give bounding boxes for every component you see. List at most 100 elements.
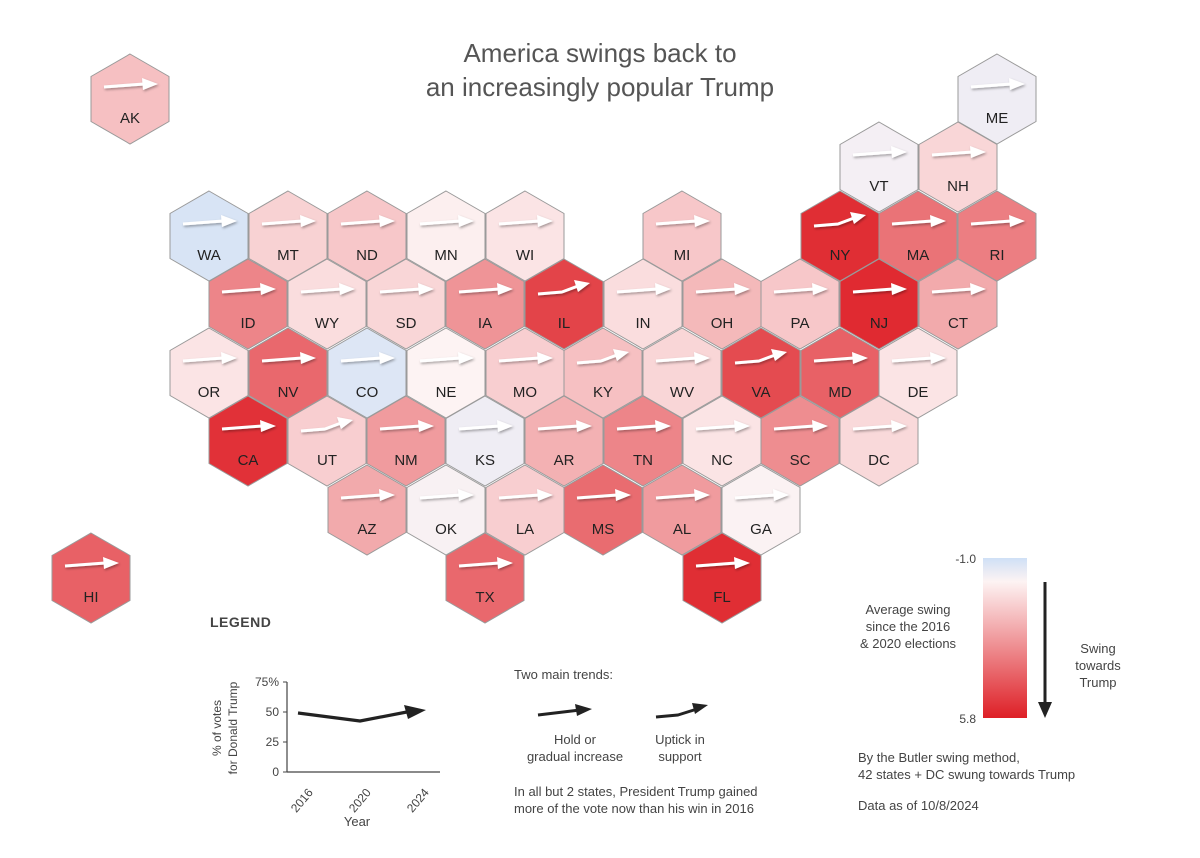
legend-y-tick-75: 75% bbox=[255, 675, 279, 689]
legend-x-axis-label: Year bbox=[344, 814, 371, 829]
hold-arrow-icon bbox=[379, 283, 434, 295]
state-hex-nc: NC bbox=[682, 395, 762, 487]
hold-arrow-icon bbox=[340, 215, 395, 227]
hex-shape bbox=[327, 464, 407, 556]
state-code-label: WY bbox=[315, 315, 339, 332]
state-code-label: NJ bbox=[870, 315, 888, 332]
scale-min-label: -1.0 bbox=[955, 552, 976, 566]
hold-arrow-icon bbox=[970, 78, 1025, 90]
state-hex-nj: NJ bbox=[839, 258, 919, 350]
swing-arrow-label: Swing towards Trump bbox=[1058, 640, 1138, 691]
state-code-label: WV bbox=[670, 384, 694, 401]
state-hex-ok: OK bbox=[406, 464, 486, 556]
title-line-2: an increasingly popular Trump bbox=[425, 72, 775, 102]
hold-arrow-icon bbox=[419, 215, 474, 227]
hex-shape bbox=[642, 464, 722, 556]
state-code-label: VT bbox=[869, 178, 888, 195]
hold-trend-label: Hold or gradual increase bbox=[520, 731, 630, 765]
state-code-label: GA bbox=[750, 521, 772, 538]
hold-arrow-icon bbox=[379, 420, 434, 432]
state-hex-vt: VT bbox=[839, 121, 919, 213]
hold-arrow-icon bbox=[813, 352, 868, 364]
state-hex-ri: RI bbox=[957, 190, 1037, 282]
hold-label-line2: gradual increase bbox=[526, 749, 624, 764]
state-code-label: MS bbox=[592, 521, 615, 538]
state-code-label: FL bbox=[713, 589, 731, 606]
hold-arrow-icon bbox=[891, 352, 946, 364]
hex-shape bbox=[90, 53, 170, 145]
legend-y-tick-0: 0 bbox=[272, 765, 279, 779]
state-code-label: TN bbox=[633, 452, 653, 469]
state-code-label: NC bbox=[711, 452, 733, 469]
state-hex-mi: MI bbox=[642, 190, 722, 282]
state-hex-tx: TX bbox=[445, 532, 525, 624]
hold-arrow-icon bbox=[852, 283, 907, 295]
hex-shape bbox=[208, 258, 288, 350]
legend-y-axis-label-line2: for Donald Trump bbox=[226, 681, 240, 774]
uptick-arrow-icon bbox=[734, 349, 787, 365]
hold-arrow-icon bbox=[182, 352, 237, 364]
hold-arrow-icon bbox=[419, 352, 474, 364]
hold-arrow-icon bbox=[64, 557, 119, 569]
state-hex-va: VA bbox=[721, 327, 801, 419]
trends-heading: Two main trends: bbox=[514, 667, 613, 682]
state-hex-il: IL bbox=[524, 258, 604, 350]
uptick-trend-label: Uptick in support bbox=[630, 731, 730, 765]
hold-arrow-icon bbox=[458, 283, 513, 295]
hold-arrow-icon bbox=[616, 420, 671, 432]
state-code-label: AK bbox=[120, 110, 140, 127]
color-scale-bar bbox=[983, 558, 1027, 718]
footnote: By the Butler swing method, 42 states + … bbox=[858, 749, 1075, 783]
state-hex-ak: AK bbox=[90, 53, 170, 145]
state-hex-ut: UT bbox=[287, 395, 367, 487]
hex-shape bbox=[839, 258, 919, 350]
state-hex-or: OR bbox=[169, 327, 249, 419]
state-code-label: OK bbox=[435, 521, 457, 538]
hex-shape bbox=[760, 258, 840, 350]
hold-arrow-icon bbox=[695, 420, 750, 432]
hold-arrow-icon bbox=[655, 489, 710, 501]
state-hexes: AK ME VT NH WA MT ND MN WI MI NY MA RI ID WY SD IA IL IN OH… bbox=[51, 53, 1037, 624]
state-hex-ca: CA bbox=[208, 395, 288, 487]
state-hex-pa: PA bbox=[760, 258, 840, 350]
uptick-arrow-icon bbox=[300, 417, 353, 433]
hex-shape bbox=[366, 395, 446, 487]
legend-heading: LEGEND bbox=[210, 614, 272, 630]
hold-arrow-icon bbox=[261, 215, 316, 227]
state-hex-ar: AR bbox=[524, 395, 604, 487]
legend-y-tick-50: 50 bbox=[266, 705, 280, 719]
state-code-label: KS bbox=[475, 452, 495, 469]
hold-arrow-icon bbox=[931, 146, 986, 158]
state-hex-al: AL bbox=[642, 464, 722, 556]
note-line1: In all but 2 states, President Trump gai… bbox=[514, 784, 758, 799]
legend-note: In all but 2 states, President Trump gai… bbox=[514, 783, 758, 817]
hold-arrow-icon bbox=[852, 146, 907, 158]
legend-x-tick-2020: 2020 bbox=[346, 785, 374, 815]
state-code-label: AL bbox=[673, 521, 691, 538]
state-code-label: ME bbox=[986, 110, 1009, 127]
hold-arrow-icon bbox=[458, 420, 513, 432]
state-hex-ks: KS bbox=[445, 395, 525, 487]
state-hex-wy: WY bbox=[287, 258, 367, 350]
legend-trend-arrowhead bbox=[404, 705, 426, 719]
hold-arrow-icon bbox=[498, 215, 553, 227]
hex-shape bbox=[682, 532, 762, 624]
swing-label-line2: towards bbox=[1075, 658, 1121, 673]
chart-title: America swings back to an increasingly p… bbox=[300, 36, 900, 104]
uptick-arrow-icon bbox=[537, 280, 590, 296]
hold-arrow-icon bbox=[734, 489, 789, 501]
state-hex-mt: MT bbox=[248, 190, 328, 282]
footnote-line1: By the Butler swing method, bbox=[858, 750, 1020, 765]
hex-shape bbox=[918, 121, 998, 213]
state-hex-ky: KY bbox=[563, 327, 643, 419]
scale-max-label: 5.8 bbox=[959, 712, 976, 726]
color-scale: -1.0 5.8 bbox=[955, 552, 1052, 726]
scale-title-line3: & 2020 elections bbox=[859, 636, 957, 651]
state-code-label: IN bbox=[636, 315, 651, 332]
state-code-label: CA bbox=[238, 452, 259, 469]
state-hex-ga: GA bbox=[721, 464, 801, 556]
hold-arrow-icon bbox=[655, 352, 710, 364]
legend-y-axis-label-line1: % of votes bbox=[210, 700, 224, 756]
state-code-label: MO bbox=[513, 384, 537, 401]
hex-shape bbox=[760, 395, 840, 487]
